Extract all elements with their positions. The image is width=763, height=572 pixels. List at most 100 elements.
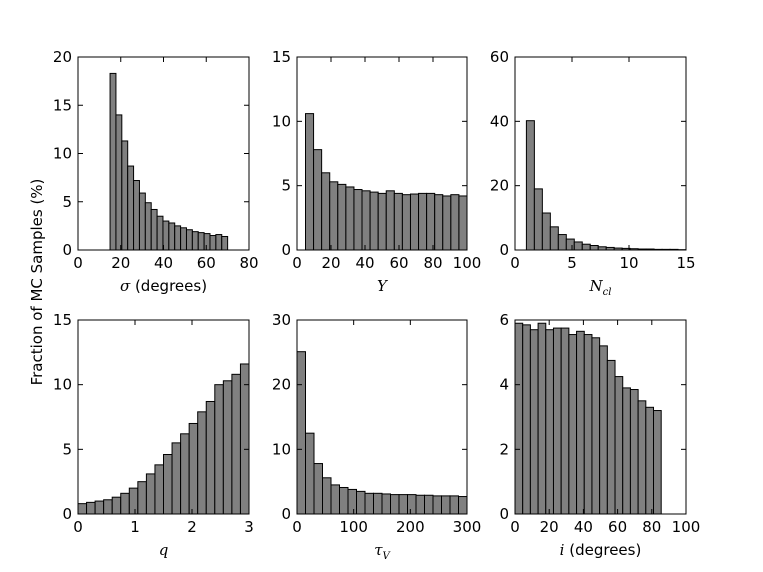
- bar: [77, 503, 88, 515]
- y-tick-label: 0: [62, 241, 72, 259]
- bar: [121, 140, 129, 251]
- y-tick-label: 15: [272, 48, 291, 66]
- bar: [432, 495, 442, 515]
- bar: [305, 432, 315, 515]
- bar: [329, 181, 339, 251]
- bar: [313, 149, 323, 251]
- x-tick-label: 80: [239, 254, 258, 272]
- bar: [415, 494, 425, 515]
- x-tick-label: 40: [574, 518, 593, 536]
- bar: [171, 442, 182, 515]
- bar: [537, 322, 547, 515]
- x-tick-label: 100: [453, 254, 482, 272]
- bar: [401, 194, 411, 251]
- bar: [434, 194, 444, 251]
- panel-q: 0 1 2 3 0 5 10 15 q: [53, 311, 254, 559]
- y-tick-label: 0: [499, 241, 509, 259]
- y-tick-label: 5: [62, 193, 72, 211]
- bar: [622, 387, 631, 515]
- bar: [426, 192, 436, 251]
- x-axis-label: i (degrees): [560, 541, 642, 559]
- bar: [645, 406, 655, 515]
- y-tick-label: 0: [281, 241, 291, 259]
- bar: [407, 494, 417, 515]
- bar: [576, 330, 585, 515]
- bar: [458, 496, 468, 515]
- panel-tauV: 0 100 200 300 0 10 20 30 τV: [272, 311, 481, 562]
- bar: [145, 473, 156, 515]
- x-tick-label: 80: [423, 254, 442, 272]
- plot-frame: [514, 56, 687, 251]
- y-tick-label: 10: [272, 112, 291, 130]
- x-tick-label: 20: [111, 254, 130, 272]
- x-tick-label: 5: [567, 254, 577, 272]
- bar: [174, 225, 182, 251]
- bar: [144, 202, 152, 251]
- x-axis-label: Y: [377, 277, 389, 295]
- bar: [369, 191, 379, 251]
- bar: [441, 495, 451, 515]
- x-tick-label: 3: [244, 518, 254, 536]
- y-tick-label: 10: [272, 440, 291, 458]
- bar: [115, 114, 123, 251]
- x-axis-label: Ncl: [589, 277, 612, 298]
- y-tick-label: 0: [62, 505, 72, 523]
- bar: [361, 190, 371, 251]
- bar: [133, 180, 140, 251]
- bar: [442, 195, 452, 251]
- panel-Ncl: 0 5 10 15 0 20 40 60 Ncl: [490, 48, 696, 298]
- x-axis-label: σ (degrees): [120, 277, 207, 295]
- figure-ylabel: Fraction of MC Samples (%): [28, 179, 46, 386]
- bar: [557, 234, 567, 251]
- x-axis-label: q: [159, 541, 169, 559]
- bar: [568, 334, 578, 515]
- y-tick-label: 5: [281, 177, 291, 195]
- y-tick-label: 15: [53, 311, 72, 329]
- bar: [458, 195, 468, 251]
- bar: [347, 488, 357, 515]
- bar: [111, 496, 122, 515]
- bar: [353, 189, 363, 251]
- bar: [545, 329, 554, 515]
- y-tick-label: 20: [53, 48, 72, 66]
- x-tick-label: 60: [389, 254, 408, 272]
- panel-sigma: 0 20 40 60 80 0 5 10 15 20 σ (degrees): [53, 48, 259, 295]
- panel-Y: 0 20 40 60 80 100 0 5 10 15 Y: [272, 48, 481, 295]
- bar: [565, 238, 575, 251]
- x-tick-label: 100: [672, 518, 701, 536]
- bar: [409, 193, 420, 251]
- bar: [120, 492, 130, 515]
- bar: [398, 494, 408, 515]
- y-tick-label: 10: [53, 376, 72, 394]
- bar: [385, 190, 395, 251]
- x-tick-label: 100: [339, 518, 368, 536]
- bar: [222, 380, 233, 515]
- x-tick-label: 300: [453, 518, 482, 536]
- y-tick-label: 40: [490, 112, 509, 130]
- y-tick-label: 15: [53, 96, 72, 114]
- bar: [138, 192, 146, 251]
- x-tick-label: 1: [130, 518, 140, 536]
- y-tick-label: 6: [499, 311, 509, 329]
- bar: [653, 410, 662, 515]
- bar: [373, 492, 383, 515]
- bar: [573, 241, 583, 251]
- bar: [128, 487, 139, 515]
- x-tick-label: 40: [355, 254, 374, 272]
- y-tick-label: 5: [62, 440, 72, 458]
- x-tick-label: 200: [396, 518, 425, 536]
- bar: [583, 334, 593, 515]
- bar: [168, 222, 176, 251]
- x-tick-label: 40: [154, 254, 173, 272]
- bar: [599, 345, 608, 515]
- bar: [449, 495, 459, 515]
- bar: [418, 192, 428, 251]
- bar: [214, 384, 224, 515]
- bar: [345, 186, 355, 251]
- x-tick-label: 60: [608, 518, 627, 536]
- x-tick-label: 0: [73, 254, 83, 272]
- bar: [364, 492, 374, 515]
- x-tick-label: 0: [510, 518, 520, 536]
- bar: [522, 324, 531, 515]
